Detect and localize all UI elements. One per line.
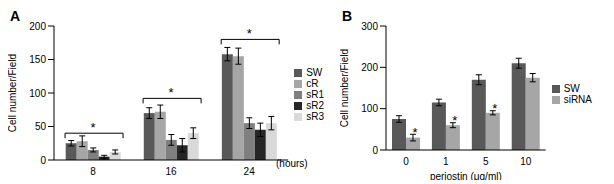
svg-text:300: 300 xyxy=(361,21,378,32)
svg-text:100: 100 xyxy=(29,88,46,99)
svg-text:50: 50 xyxy=(35,121,47,132)
svg-text:0: 0 xyxy=(403,156,409,167)
html-text:SW: SW xyxy=(563,83,580,94)
svg-text:24: 24 xyxy=(244,166,256,177)
svg-text:Cell number/Field: Cell number/Field xyxy=(8,54,18,132)
svg-text:*: * xyxy=(247,26,252,41)
svg-text:*: * xyxy=(492,101,497,116)
svg-text:0: 0 xyxy=(40,155,46,166)
svg-text:200: 200 xyxy=(29,21,46,32)
html-text:B: B xyxy=(342,8,353,24)
html-text:sR3: sR3 xyxy=(306,110,324,122)
svg-text:*: * xyxy=(452,113,457,128)
html-text:siRNA: siRNA xyxy=(563,94,592,105)
svg-text:Cell number/Field: Cell number/Field xyxy=(340,49,350,127)
html-text:cR: cR xyxy=(306,77,319,89)
html-text:sR2: sR2 xyxy=(306,99,324,111)
svg-text:8: 8 xyxy=(90,166,96,177)
html-text:(hours): (hours) xyxy=(276,158,308,169)
html-text:sR1: sR1 xyxy=(306,88,324,100)
svg-text:*: * xyxy=(91,120,96,135)
html-text:A: A xyxy=(10,8,21,24)
svg-text:*: * xyxy=(412,125,417,140)
svg-text:150: 150 xyxy=(29,54,46,65)
svg-text:10: 10 xyxy=(520,156,532,167)
svg-text:*: * xyxy=(169,85,174,100)
html-text:SW: SW xyxy=(306,66,323,78)
svg-text:200: 200 xyxy=(361,62,378,73)
svg-text:16: 16 xyxy=(166,166,178,177)
svg-text:1: 1 xyxy=(443,156,449,167)
svg-text:100: 100 xyxy=(361,103,378,114)
svg-text:5: 5 xyxy=(483,156,489,167)
svg-text:0: 0 xyxy=(372,145,378,156)
svg-text:periostin (μg/ml): periostin (μg/ml) xyxy=(430,171,502,180)
